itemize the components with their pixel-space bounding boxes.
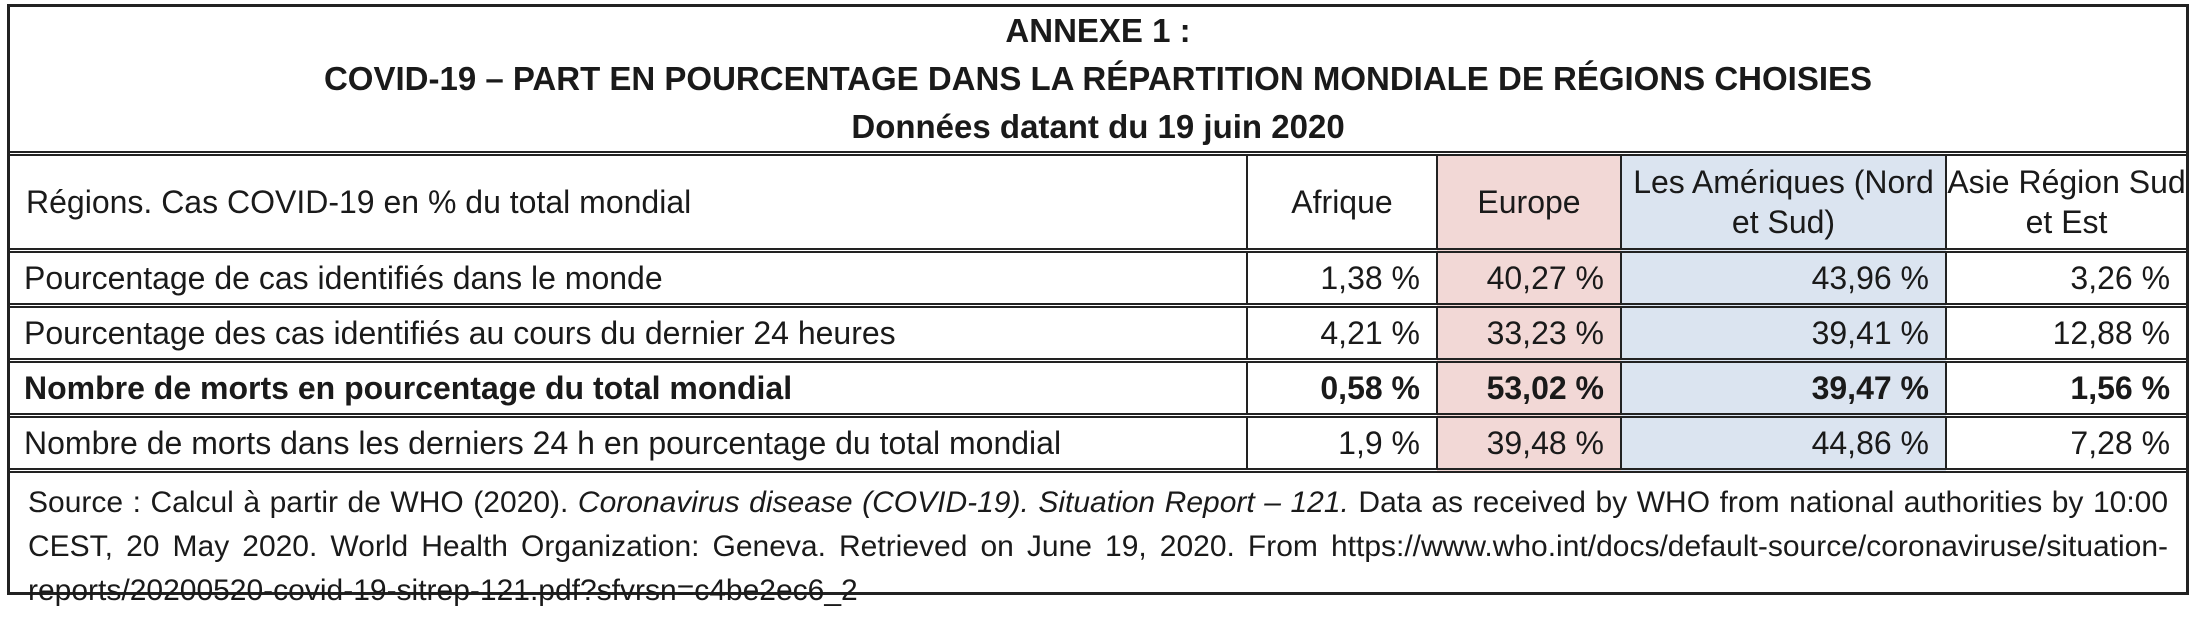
- value-cell-afrique: 4,21 %: [1247, 306, 1437, 361]
- value-cell-europe: 53,02 %: [1437, 361, 1621, 416]
- header-row: Régions. Cas COVID-19 en % du total mond…: [10, 154, 2186, 251]
- value-cell-americas: 44,86 %: [1621, 416, 1946, 471]
- header-cell-americas: Les Amériques (Nord et Sud): [1621, 154, 1946, 251]
- row-label: Pourcentage des cas identifiés au cours …: [10, 306, 1247, 361]
- value-cell-americas: 43,96 %: [1621, 251, 1946, 306]
- source-note: Source : Calcul à partir de WHO (2020). …: [28, 481, 2168, 613]
- value-cell-afrique: 1,38 %: [1247, 251, 1437, 306]
- value-cell-asie: 12,88 %: [1946, 306, 2186, 361]
- source-text-prefix: Source : Calcul à partir de WHO (2020).: [28, 486, 578, 519]
- table-row-deaths-24h: Nombre de morts dans les derniers 24 h e…: [10, 416, 2186, 471]
- title-row: ANNEXE 1 : COVID-19 – PART EN POURCENTAG…: [10, 7, 2186, 154]
- value-cell-asie: 3,26 %: [1946, 251, 2186, 306]
- source-row: Source : Calcul à partir de WHO (2020). …: [10, 471, 2186, 619]
- header-cell-afrique: Afrique: [1247, 154, 1437, 251]
- value-cell-europe: 39,48 %: [1437, 416, 1621, 471]
- title-line-annexe: ANNEXE 1 :: [10, 7, 2186, 55]
- value-cell-afrique: 0,58 %: [1247, 361, 1437, 416]
- annex-table-document: ANNEXE 1 : COVID-19 – PART EN POURCENTAG…: [7, 4, 2189, 595]
- header-row-label: Régions. Cas COVID-19 en % du total mond…: [10, 154, 1247, 251]
- value-cell-asie: 7,28 %: [1946, 416, 2186, 471]
- title-cell: ANNEXE 1 : COVID-19 – PART EN POURCENTAG…: [10, 7, 2186, 154]
- value-cell-americas: 39,47 %: [1621, 361, 1946, 416]
- annex-table: ANNEXE 1 : COVID-19 – PART EN POURCENTAG…: [10, 7, 2186, 619]
- header-cell-europe: Europe: [1437, 154, 1621, 251]
- row-label: Pourcentage de cas identifiés dans le mo…: [10, 251, 1247, 306]
- title-line-date: Données datant du 19 juin 2020: [10, 103, 2186, 151]
- value-cell-afrique: 1,9 %: [1247, 416, 1437, 471]
- header-cell-asie: Asie Région Sud et Est: [1946, 154, 2186, 251]
- table-row-cases-24h: Pourcentage des cas identifiés au cours …: [10, 306, 2186, 361]
- table-row-deaths-world: Nombre de morts en pourcentage du total …: [10, 361, 2186, 416]
- source-citation-italic: Coronavirus disease (COVID-19). Situatio…: [578, 486, 1349, 519]
- table-row-cases-world: Pourcentage de cas identifiés dans le mo…: [10, 251, 2186, 306]
- value-cell-americas: 39,41 %: [1621, 306, 1946, 361]
- value-cell-europe: 33,23 %: [1437, 306, 1621, 361]
- source-cell: Source : Calcul à partir de WHO (2020). …: [10, 471, 2186, 619]
- value-cell-europe: 40,27 %: [1437, 251, 1621, 306]
- row-label: Nombre de morts en pourcentage du total …: [10, 361, 1247, 416]
- title-line-main: COVID-19 – PART EN POURCENTAGE DANS LA R…: [10, 55, 2186, 103]
- value-cell-asie: 1,56 %: [1946, 361, 2186, 416]
- row-label: Nombre de morts dans les derniers 24 h e…: [10, 416, 1247, 471]
